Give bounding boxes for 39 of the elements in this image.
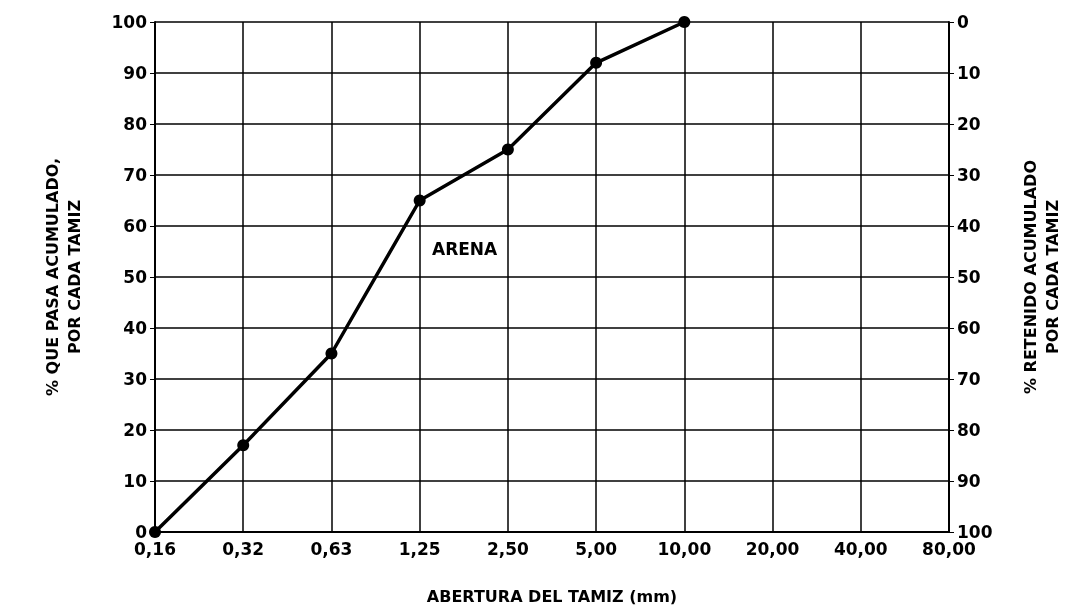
- y-tick-label: 20: [123, 420, 148, 440]
- x-tick-label: 0,32: [222, 538, 265, 559]
- point: [413, 194, 426, 207]
- y-tick-label: 10: [123, 471, 148, 491]
- annotation: ARENA: [432, 238, 499, 259]
- point: [678, 16, 691, 28]
- y2-tick-label: 20: [957, 114, 981, 134]
- y2-tick-label: 90: [957, 471, 981, 491]
- point: [501, 143, 514, 156]
- y2-tick-label: 80: [957, 420, 981, 440]
- y2-tick-label: 30: [957, 165, 981, 185]
- x-axis-title: ABERTURA DEL TAMIZ (mm): [426, 586, 678, 606]
- y-tick-label: 40: [123, 318, 148, 338]
- x-tick-label: 2,50: [486, 538, 530, 559]
- x-tick-label: 10,00: [657, 538, 712, 559]
- y-tick-label: 50: [123, 267, 148, 287]
- y-tick-label: 60: [123, 216, 148, 236]
- x-tick-label: 20,00: [745, 538, 800, 559]
- x-tick-label: 1,25: [398, 538, 441, 559]
- point: [325, 347, 338, 360]
- point: [237, 439, 250, 452]
- y2-tick-label: 60: [957, 318, 981, 338]
- x-tick-label: 5,00: [575, 538, 618, 559]
- y-tick-label: 70: [123, 165, 148, 185]
- x-tick-label: 0,63: [310, 538, 353, 559]
- y-tick-label: 100: [111, 12, 148, 32]
- point: [590, 56, 603, 69]
- y2-tick-label: 70: [957, 369, 981, 389]
- y2-tick-label: 10: [957, 63, 981, 83]
- y2-tick-label: 40: [957, 216, 981, 236]
- y-axis-title: % QUE PASA ACUMULADO, POR CADA TAMIZ: [42, 157, 84, 397]
- y2-axis-title: % RETENIDO ACUMULADO POR CADA TAMIZ: [1020, 160, 1062, 394]
- y-tick-label: 30: [123, 369, 148, 389]
- y2-tick-label: 0: [957, 12, 969, 32]
- point: [149, 526, 161, 538]
- y-tick-label: 80: [123, 114, 148, 134]
- y2-tick-label: 50: [957, 267, 981, 287]
- x-tick-label: 40,00: [833, 538, 888, 559]
- y-tick-label: 90: [123, 63, 148, 83]
